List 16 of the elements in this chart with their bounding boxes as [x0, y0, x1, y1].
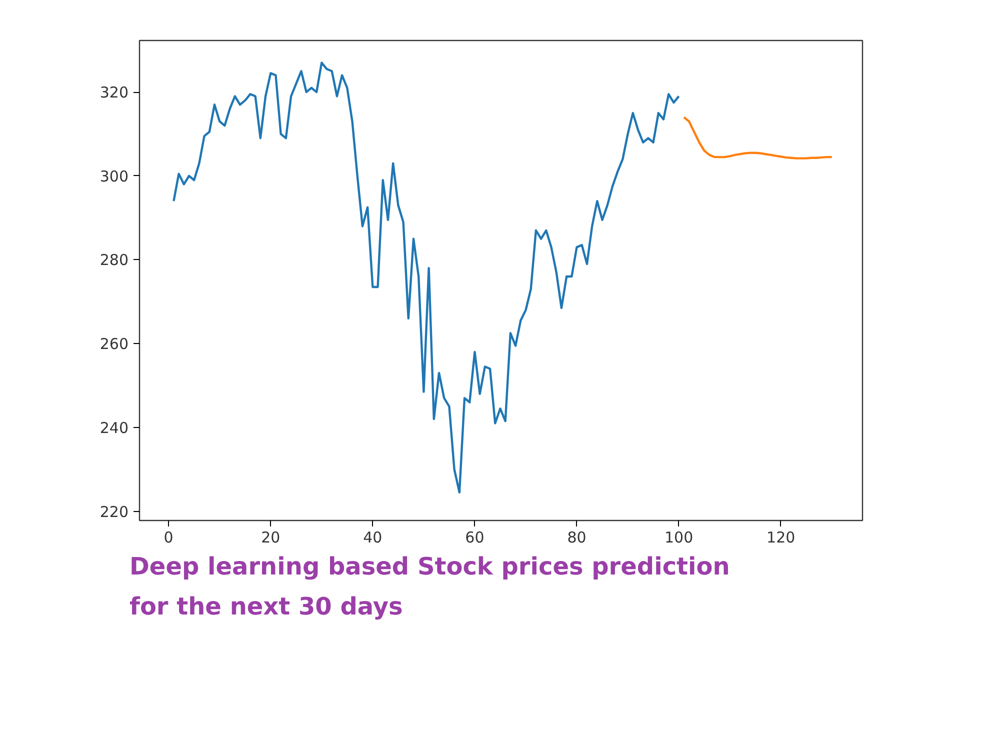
y-tick-label: 300	[100, 167, 129, 186]
y-tick-label: 240	[100, 418, 129, 437]
x-tick-label: 40	[363, 528, 382, 546]
x-tick-label: 60	[465, 528, 484, 546]
x-tick-label: 0	[164, 528, 174, 546]
line-series	[172, 62, 680, 494]
y-tick-label: 320	[100, 84, 129, 102]
x-tick-label: 20	[261, 528, 280, 546]
x-tick-label: 120	[766, 528, 796, 546]
text: Deep learning based Stock prices prediction for the next 30 days	[130, 552, 730, 620]
x-tick-label: 80	[567, 528, 586, 546]
y-tick-label: 280	[100, 251, 129, 270]
y-tick-label: 260	[100, 335, 129, 354]
line-series	[682, 116, 833, 160]
x-tick-label: 100	[664, 528, 694, 546]
y-tick-label: 220	[100, 502, 129, 521]
